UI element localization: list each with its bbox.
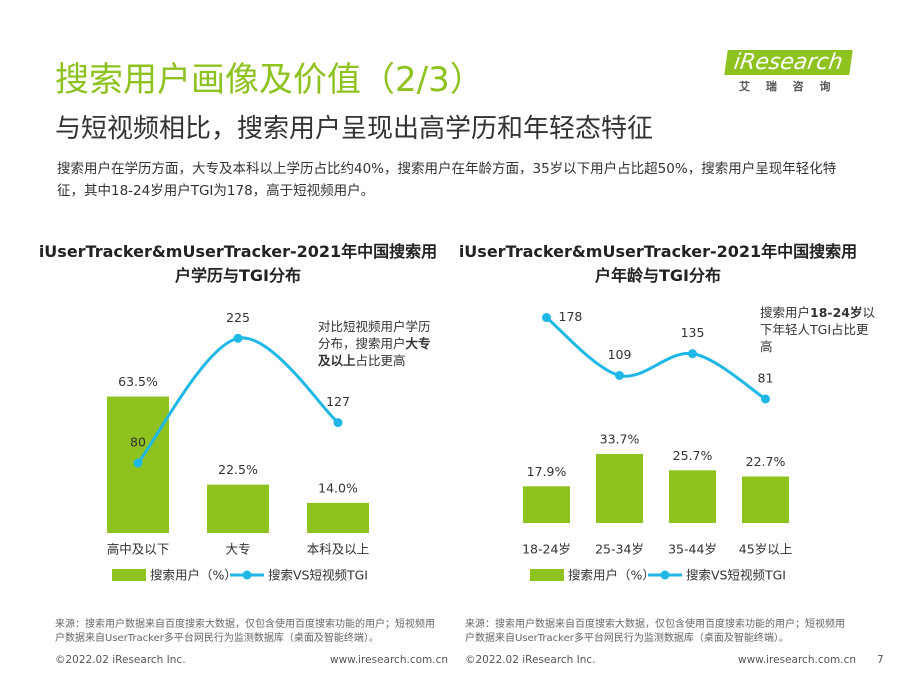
line-point	[233, 333, 243, 343]
annotation-text: 对比短视频用户学历分布，搜索用户	[318, 319, 431, 351]
line-point	[542, 313, 551, 323]
annotation: 搜索用户18-24岁以下年轻人TGI占比更高	[760, 304, 875, 355]
x-tick-label: 18-24岁	[522, 542, 571, 557]
data-label: 225	[226, 310, 250, 325]
line	[545, 316, 767, 401]
annotation: 对比短视频用户学历分布，搜索用户大专及以上占比更高	[318, 318, 433, 369]
copyright: ©2022.02 iResearch Inc.	[55, 654, 186, 666]
chart-title: iUserTracker&mUserTracker-2021年中国搜索用户年龄与…	[458, 242, 858, 285]
title: 搜索用户画像及价值（2/3）	[55, 60, 484, 100]
source: 来源：搜索用户数据来自百度搜索大数据，仅包含使用百度搜索功能的用户；短视频用户数…	[465, 619, 845, 644]
data-label: 178	[559, 309, 583, 324]
line-point	[688, 349, 697, 359]
data-label: 135	[681, 325, 705, 340]
x-tick-label: 25-34岁	[595, 542, 644, 557]
legend-marker	[660, 570, 670, 580]
line-point	[133, 458, 143, 468]
x-tick-label: 大专	[225, 542, 250, 557]
data-label: 22.5%	[218, 462, 258, 477]
x-tick-label: 本科及以上	[307, 542, 370, 557]
logo: iResearch 艾 瑞 咨 询	[723, 50, 852, 94]
chart-title: iUserTracker&mUserTracker-2021年中国搜索用户学历与…	[38, 242, 438, 285]
legend-label: 搜索VS短视频TGI	[686, 568, 786, 583]
legend-swatch	[112, 569, 146, 581]
data-label: 63.5%	[118, 374, 158, 389]
bar	[669, 470, 716, 523]
data-label: 22.7%	[746, 454, 786, 469]
bar	[307, 502, 369, 533]
legend-label: 搜索用户（%）	[568, 568, 655, 583]
data-label: 109	[608, 347, 632, 362]
data-label: 33.7%	[600, 431, 640, 446]
line-point	[333, 418, 343, 428]
annotation-text: 占比更高	[355, 353, 406, 368]
data-label: 25.7%	[673, 448, 713, 463]
summary: 搜索用户在学历方面，大专及本科以上学历占比约40%，搜索用户在年龄方面，35岁以…	[57, 161, 837, 199]
website: www.iresearch.com.cn	[738, 654, 857, 666]
copyright: ©2022.02 iResearch Inc.	[465, 654, 596, 666]
source: 来源：搜索用户数据来自百度搜索大数据，仅包含使用百度搜索功能的用户；短视频用户数…	[55, 619, 435, 644]
x-tick-label: 45岁以上	[739, 542, 792, 557]
line-point	[615, 370, 624, 380]
legend-label: 搜索用户（%）	[150, 568, 237, 583]
data-label: 127	[326, 394, 350, 409]
data-label: 80	[130, 435, 146, 450]
bar	[742, 476, 789, 523]
legend-marker	[242, 570, 252, 580]
annotation-text: 以下年轻人TGI占比更高	[760, 305, 876, 354]
annotation-bold: 大专及以上	[318, 336, 431, 368]
legend-swatch	[530, 569, 564, 581]
data-label: 81	[758, 371, 774, 386]
annotation-text: 搜索用户	[760, 305, 811, 320]
page-number: 7	[877, 654, 884, 666]
data-label: 17.9%	[527, 464, 567, 479]
subtitle: 与短视频相比，搜索用户呈现出高学历和年轻态特征	[55, 114, 654, 144]
data-label: 14.0%	[318, 480, 358, 495]
x-tick-label: 35-44岁	[668, 542, 717, 557]
website: www.iresearch.com.cn	[330, 654, 449, 666]
bar	[596, 453, 643, 523]
bar	[207, 484, 269, 533]
annotation-bold: 18-24岁	[810, 305, 863, 320]
bar	[523, 486, 570, 523]
line-point	[761, 394, 770, 404]
legend-label: 搜索VS短视频TGI	[268, 568, 368, 583]
x-tick-label: 高中及以下	[107, 542, 170, 557]
logo-cn: 艾 瑞 咨 询	[739, 80, 837, 93]
